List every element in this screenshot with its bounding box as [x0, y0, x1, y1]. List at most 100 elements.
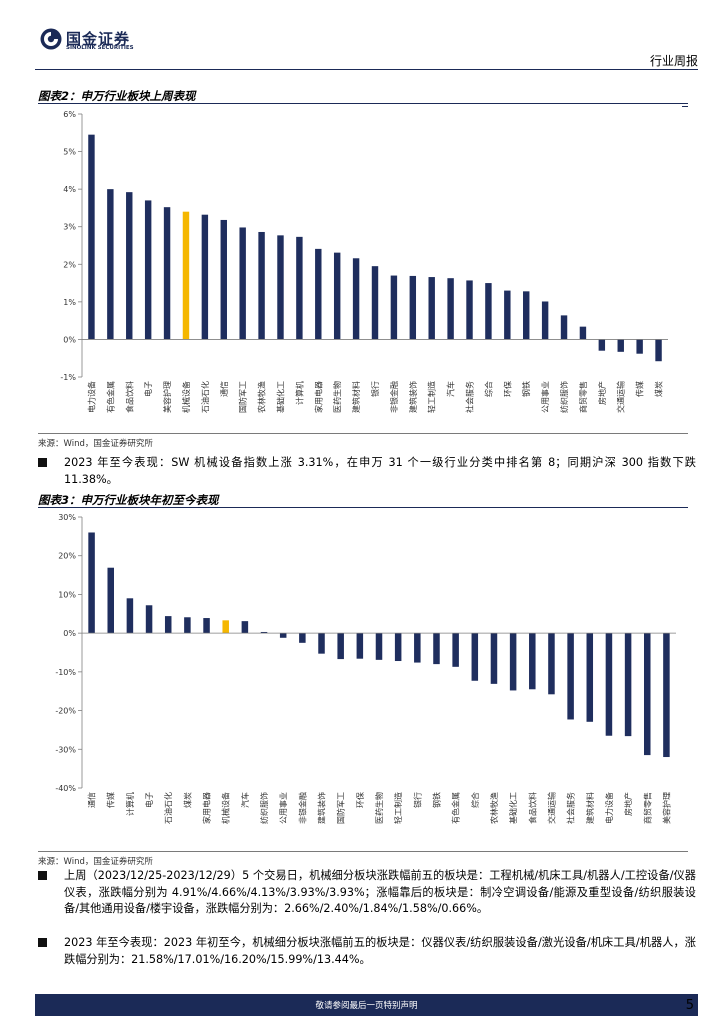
bullet-text: 2023 年至今表现：SW 机械设备指数上涨 3.31%，在申万 31 个一级行… [64, 456, 696, 486]
x-category-label: 家用电器 [313, 381, 323, 413]
x-category-label: 美容护理 [162, 381, 172, 413]
bar [145, 605, 153, 634]
document-type: 行业周报 [649, 54, 698, 68]
bar [394, 633, 402, 662]
y-tick-label: 1% [63, 298, 76, 307]
x-category-label: 社会服务 [566, 792, 576, 824]
x-category-label: 有色金属 [105, 381, 115, 413]
bar [375, 633, 383, 660]
bar [356, 633, 364, 659]
bullet-weekly-subsectors: 上周（2023/12/25-2023/12/29）5 个交易日，机械细分板块涨跌… [38, 868, 696, 918]
figure2-bar-chart: 6% 5% 4% 3% 2% 1% 0% -1% 电力设备 有色金属 食品饮料 电子 美容护理 机械设备石… [60, 110, 668, 413]
bullet-square-icon [38, 938, 47, 947]
y-tick-label: 6% [63, 110, 76, 119]
bar [239, 227, 246, 340]
bar [624, 633, 632, 737]
y-tick-label: -1% [60, 373, 76, 382]
y-tick-label: 4% [63, 185, 76, 194]
x-category-label: 交通运输 [546, 792, 556, 824]
bar [529, 633, 536, 690]
y-tick-label: 3% [63, 223, 76, 232]
bar [605, 633, 613, 736]
x-category-label: 煤炭 [182, 792, 192, 808]
x-category-label: 基础化工 [508, 792, 518, 824]
figure3-title: 图表3：申万行业板块年初至今表现 [38, 493, 219, 507]
bar [414, 633, 421, 663]
bar [279, 633, 287, 638]
bar [201, 214, 209, 340]
x-category-label: 房地产 [597, 381, 607, 405]
bar [258, 231, 265, 340]
x-category-label: 通信 [87, 792, 97, 808]
x-category-label: 电力设备 [86, 381, 96, 413]
x-category-label: 交通运输 [616, 381, 626, 413]
bar [184, 617, 191, 634]
bar [299, 633, 306, 643]
bar [447, 278, 454, 340]
x-category-label: 石油石化 [200, 381, 210, 413]
bullet-square-icon [38, 458, 47, 467]
figure2-source-rule [38, 433, 688, 434]
x-category-label: 电子 [144, 792, 154, 808]
x-category-label: 美容护理 [661, 792, 671, 824]
bullet-ytd-performance: 2023 年至今表现：SW 机械设备指数上涨 3.31%，在申万 31 个一级行… [38, 455, 696, 488]
x-category-label: 建筑材料 [351, 381, 361, 413]
x-category-label: 电力设备 [604, 792, 614, 824]
bar [182, 211, 190, 340]
x-category-label: 公用事业 [540, 381, 550, 413]
figure3-title-rule [38, 507, 688, 508]
x-category-label: 传媒 [106, 792, 116, 808]
bar [296, 236, 303, 340]
x-category-label: 农林牧渔 [257, 381, 267, 413]
x-category-label: 钢铁 [521, 381, 531, 397]
bar [655, 339, 662, 362]
bar [277, 235, 284, 340]
x-category-label: 通信 [219, 381, 229, 397]
figure3-source-rule [38, 851, 688, 852]
bar [636, 339, 643, 354]
bar [586, 633, 594, 722]
figure2-title: 图表2：申万行业板块上周表现 [38, 89, 196, 103]
bullet-text: 上周（2023/12/25-2023/12/29）5 个交易日，机械细分板块涨跌… [64, 869, 696, 915]
logo-text-en: SINOLINK SECURITIES [66, 45, 134, 51]
x-category-label: 非银金融 [297, 792, 307, 824]
bar [409, 275, 417, 340]
x-category-label: 环保 [355, 792, 365, 808]
x-category-label: 国防军工 [238, 381, 248, 413]
header-divider [35, 69, 698, 70]
bar [490, 633, 498, 684]
bar [315, 248, 322, 340]
bar [466, 280, 473, 340]
x-category-label: 计算机 [125, 792, 135, 816]
x-category-label: 建筑装饰 [317, 792, 327, 824]
x-category-label: 房地产 [623, 792, 633, 816]
x-category-label: 环保 [502, 381, 512, 397]
x-category-label: 电子 [143, 381, 153, 397]
y-tick-label: -40% [55, 784, 76, 793]
bar [126, 598, 134, 634]
x-category-label: 石油石化 [163, 792, 173, 824]
y-tick-label: 10% [58, 590, 76, 599]
y-tick-label: 0% [63, 629, 76, 638]
bar [560, 315, 568, 340]
bar [548, 633, 555, 695]
bar [579, 326, 587, 340]
page-number: 5 [685, 998, 694, 1013]
y-tick-label: -20% [55, 707, 76, 716]
x-category-label: 农林牧渔 [489, 792, 499, 824]
x-category-label: 基础化工 [275, 381, 285, 413]
logo-text-cn: 国金证券 [66, 30, 131, 48]
y-tick-label: -10% [55, 668, 76, 677]
y-tick-label: -30% [55, 745, 76, 754]
footer-bar: 敬请参阅最后一页特别声明 [35, 994, 698, 1016]
x-category-label: 钢铁 [431, 792, 441, 808]
y-tick-label: 0% [63, 335, 76, 344]
figure2-source: 来源：Wind，国金证券研究所 [38, 439, 153, 449]
x-category-label: 综合 [470, 792, 480, 808]
x-category-label: 社会服务 [465, 381, 475, 413]
x-category-label: 煤炭 [654, 381, 664, 397]
x-category-label: 轻工制造 [393, 792, 403, 824]
bar [504, 290, 511, 340]
company-logo: 国金证券 SINOLINK SECURITIES [40, 28, 152, 54]
bar [164, 616, 172, 634]
